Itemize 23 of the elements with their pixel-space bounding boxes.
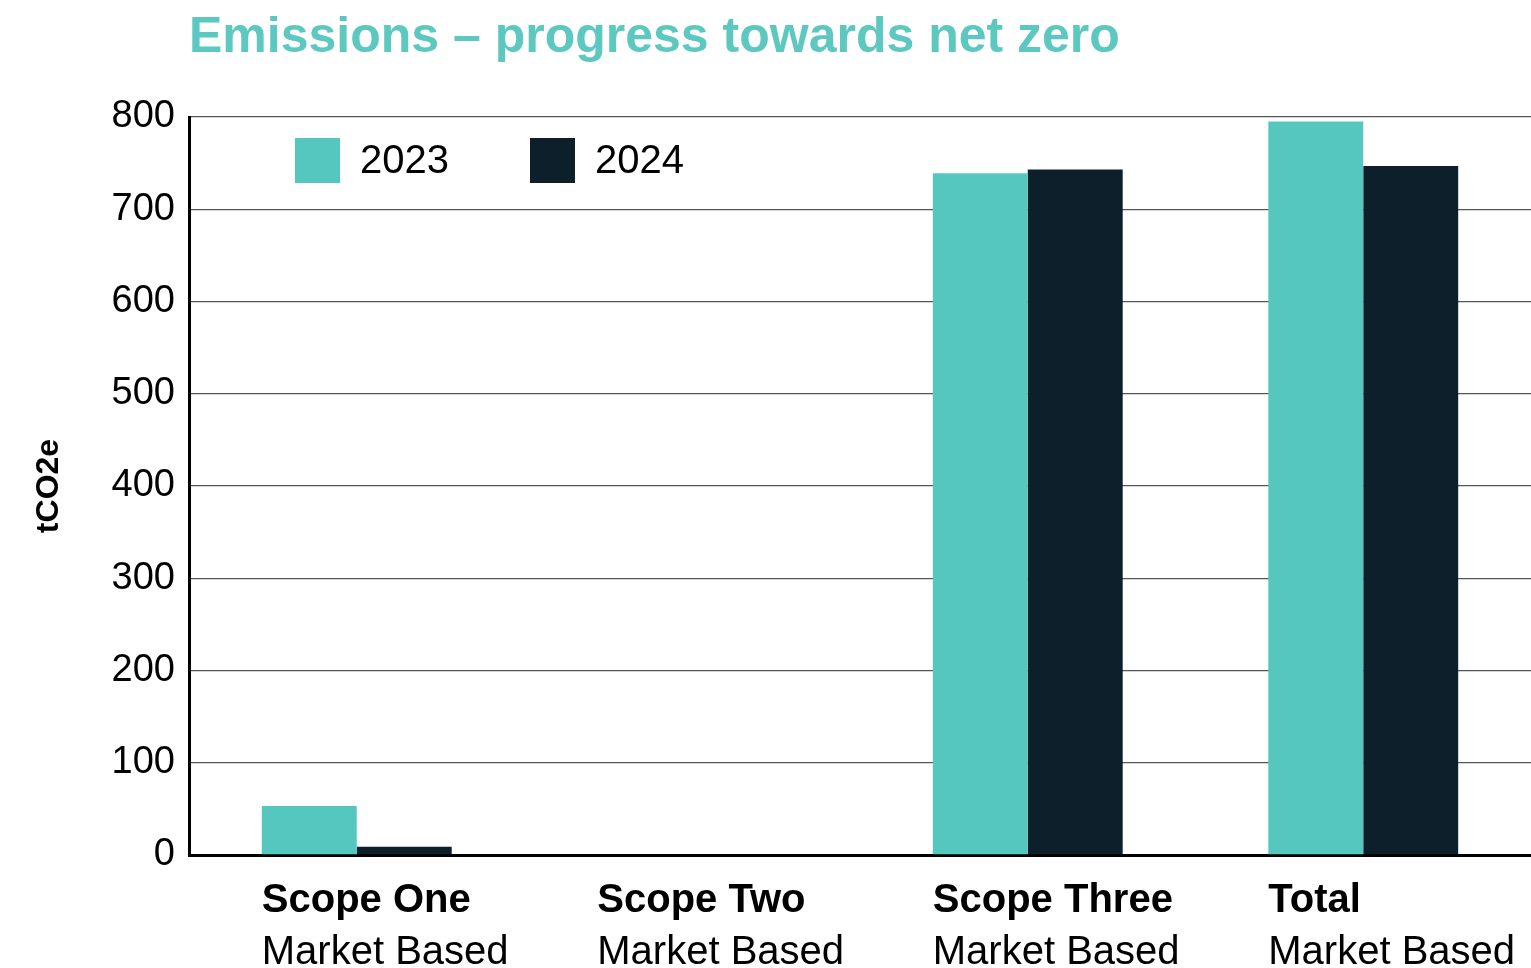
x-tick-label: Total Market Based <box>1268 876 1516 968</box>
y-tick-label: 300 <box>111 554 175 597</box>
bar <box>1268 121 1364 855</box>
y-tick-label: 700 <box>111 185 175 228</box>
y-axis-title: tCO2e <box>29 438 66 534</box>
y-tick-label: 100 <box>111 739 175 782</box>
bar <box>1363 165 1459 855</box>
x-tick-label: Scope Two Market Based <box>597 876 845 968</box>
y-tick-label: 400 <box>111 462 175 505</box>
bar <box>261 806 357 855</box>
bar <box>932 173 1028 855</box>
x-tick-label: Scope One Market Based <box>261 876 509 968</box>
y-tick-label: 0 <box>153 831 175 874</box>
x-tick-label: Scope Three Market Based <box>932 876 1180 968</box>
legend-label: 2023 <box>360 137 449 182</box>
y-tick-label: 200 <box>111 646 175 689</box>
chart-title: Emissions – progress towards net zero <box>189 6 1120 63</box>
y-tick-label: 800 <box>111 93 175 136</box>
bar <box>356 846 452 855</box>
legend-label: 2024 <box>595 137 684 182</box>
y-tick-label: 500 <box>111 370 175 413</box>
bar <box>1027 169 1123 855</box>
y-tick-label: 600 <box>111 277 175 320</box>
